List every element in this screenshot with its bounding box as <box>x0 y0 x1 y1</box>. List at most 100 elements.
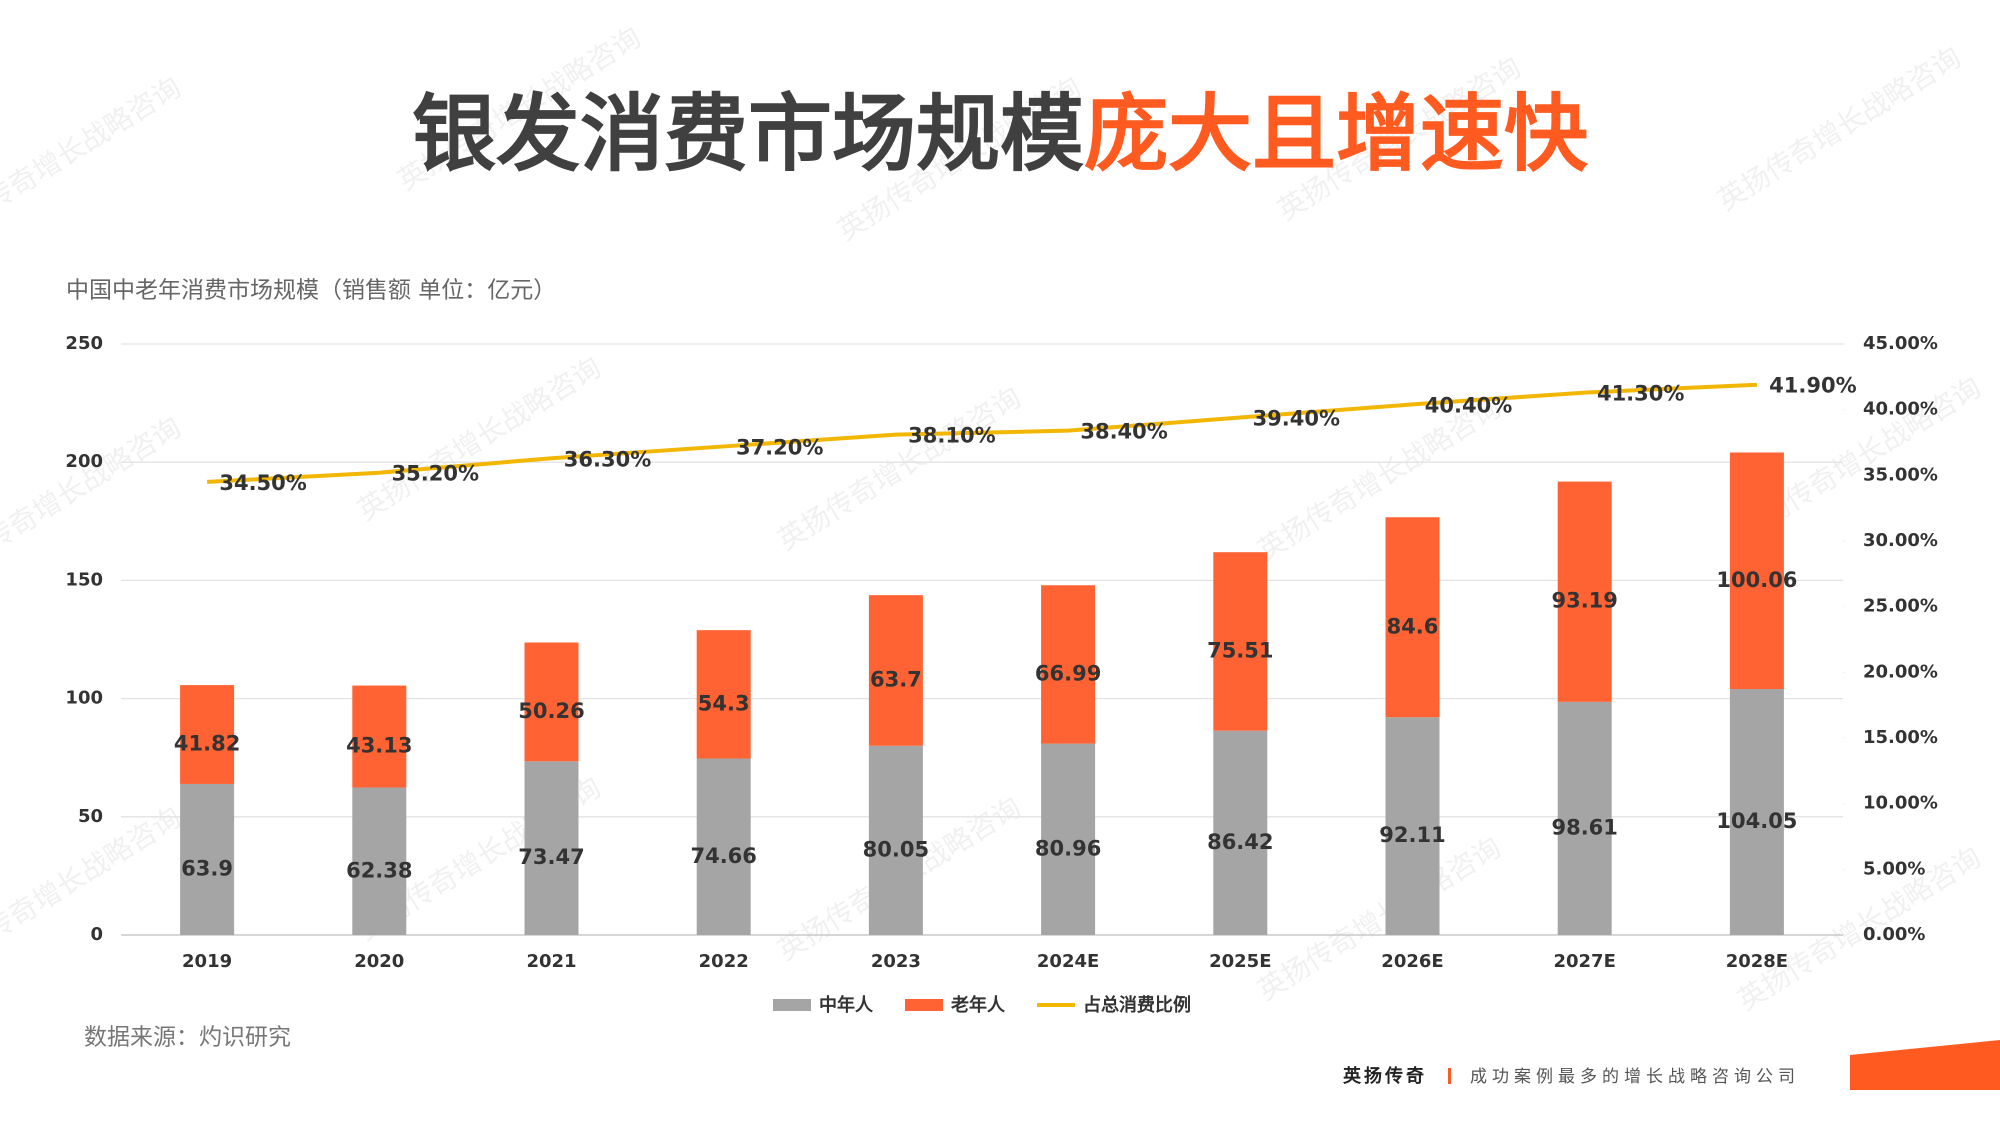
legend-swatch <box>1037 1003 1075 1007</box>
legend-label: 中年人 <box>819 994 874 1016</box>
x-tick-label: 2021 <box>526 951 576 972</box>
y2-tick-label: 20.00% <box>1863 661 1938 682</box>
title-highlight: 庞大且增速快 <box>1084 85 1589 183</box>
y-tick-label: 150 <box>65 569 103 590</box>
bar-value-label: 84.6 <box>1387 614 1439 638</box>
x-tick-label: 2027E <box>1553 951 1615 972</box>
y2-tick-label: 30.00% <box>1863 530 1938 551</box>
bar-segment <box>868 595 923 746</box>
y2-tick-label: 25.00% <box>1863 596 1938 617</box>
y2-tick-label: 45.00% <box>1863 333 1938 354</box>
legend-swatch <box>773 999 811 1011</box>
y2-tick-label: 5.00% <box>1863 858 1925 879</box>
line-series <box>206 382 1757 484</box>
x-tick-label: 2020 <box>354 951 404 972</box>
footer-slogan: 成功案例最多的增长战略咨询公司 <box>1470 1067 1800 1087</box>
line-value-label: 37.20% <box>736 435 823 459</box>
bar-segment <box>696 630 751 759</box>
y-tick-label: 100 <box>65 688 103 709</box>
bar-segment <box>868 745 923 935</box>
x-tick-label: 2026E <box>1381 951 1443 972</box>
bar-segment <box>352 685 407 788</box>
footer-brand: 英扬传奇 <box>1342 1065 1427 1087</box>
y-tick-label: 200 <box>65 451 103 472</box>
bar-value-label: 62.38 <box>346 858 412 882</box>
plot: 0 50 100 150 200 250 0.00% 5.00% 10.00% 15.00% 20.… <box>65 333 1938 1016</box>
bar-segment <box>1041 743 1096 935</box>
bar-segment <box>1385 517 1440 718</box>
y2-tick-label: 15.00% <box>1863 727 1938 748</box>
bar-segment <box>1729 689 1784 935</box>
line-value-label: 39.40% <box>1253 407 1340 431</box>
x-tick-label: 2022 <box>699 951 749 972</box>
bar-value-label: 98.61 <box>1551 815 1617 839</box>
bar-segment <box>180 685 235 784</box>
legend-label: 老年人 <box>951 994 1006 1016</box>
watermark: 英扬传奇增长战略咨询 <box>772 381 1027 557</box>
bar-value-label: 73.47 <box>518 845 584 869</box>
x-tick-label: 2024E <box>1037 951 1099 972</box>
bar-value-label: 66.99 <box>1035 661 1101 685</box>
line-value-label: 38.10% <box>908 424 995 448</box>
y2-tick-label: 40.00% <box>1863 399 1938 420</box>
watermark: 英扬传奇增长战略咨询 <box>0 71 187 247</box>
watermark: 英扬传奇增长战略咨询 <box>0 801 187 977</box>
line-value-label: 41.30% <box>1597 382 1684 406</box>
bar-segment <box>524 761 579 935</box>
bar-value-label: 50.26 <box>518 699 584 723</box>
footer-divider <box>1448 1068 1451 1084</box>
line-value-label: 41.90% <box>1769 374 1856 398</box>
bar-segment <box>1557 701 1612 935</box>
bar-value-label: 43.13 <box>346 734 412 758</box>
legend: 中年人 老年人 占总消费比例 <box>773 994 1191 1016</box>
watermark: 英扬传奇增长战略咨询 <box>0 411 187 587</box>
bar-segment <box>1729 452 1784 690</box>
y2-tick-label: 35.00% <box>1863 464 1938 485</box>
title-main: 银发消费市场规模 <box>412 85 1084 183</box>
bar-value-label: 74.66 <box>690 844 756 868</box>
bar-segment <box>1385 717 1440 935</box>
line-value-label: 40.40% <box>1425 393 1512 417</box>
bar-value-label: 92.11 <box>1379 823 1445 847</box>
bar-value-label: 86.42 <box>1207 830 1273 854</box>
bar-value-label: 63.7 <box>870 667 922 691</box>
x-tick-label: 2019 <box>182 951 232 972</box>
bar-value-label: 41.82 <box>174 732 240 756</box>
y-tick-label: 0 <box>90 924 103 945</box>
chart-subtitle: 中国中老年消费市场规模（销售额 单位：亿元） <box>66 278 556 304</box>
bar-value-label: 75.51 <box>1207 638 1273 662</box>
y2-tick-label: 10.00% <box>1863 793 1938 814</box>
x-tick-label: 2028E <box>1726 951 1788 972</box>
line-value-label: 36.30% <box>564 447 651 471</box>
bar-value-label: 104.05 <box>1716 809 1797 833</box>
bar-segment <box>524 642 579 762</box>
bar-value-label: 63.9 <box>181 856 233 880</box>
watermark: 英扬传奇增长战略咨询 <box>352 351 607 527</box>
line-value-label: 35.20% <box>392 462 479 486</box>
y-tick-label: 250 <box>65 333 103 354</box>
legend-swatch <box>905 999 943 1011</box>
bar-segment <box>1557 481 1612 702</box>
bar-segment <box>352 787 407 935</box>
bar-value-label: 80.96 <box>1035 836 1101 860</box>
legend-label: 占总消费比例 <box>1083 994 1191 1016</box>
bar-segment <box>696 758 751 935</box>
bar-segment <box>1041 585 1096 744</box>
source: 数据来源：灼识研究 <box>84 1025 291 1051</box>
bar-value-label: 93.19 <box>1551 589 1617 613</box>
bar-value-label: 100.06 <box>1716 568 1797 592</box>
bar-value-label: 80.05 <box>863 837 929 861</box>
bar-segment <box>1213 730 1268 935</box>
x-tick-label: 2025E <box>1209 951 1271 972</box>
footer-accent <box>1850 1040 2000 1090</box>
line-value-label: 34.50% <box>219 471 306 495</box>
watermark: 英扬传奇增长战略咨询 <box>1712 41 1967 217</box>
title: 银发消费市场规模庞大且增速快 <box>412 85 1589 183</box>
bar-segment <box>1213 552 1268 731</box>
watermark: 英扬传奇增长战略咨询 <box>1252 831 1507 1007</box>
y2-tick-label: 0.00% <box>1863 924 1925 945</box>
bar-value-label: 54.3 <box>698 691 750 715</box>
bar-segment <box>180 783 235 935</box>
x-tick-label: 2023 <box>871 951 921 972</box>
